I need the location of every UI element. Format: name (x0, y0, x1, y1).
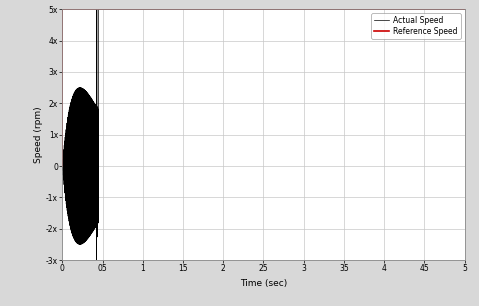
Actual Speed (68, 154, 73, 157)
Y-axis label: Speed (rpm): Speed (rpm) (34, 106, 43, 163)
Actual Speed (87, 233, 93, 237)
Line: Actual Speed: Actual Speed (62, 0, 465, 281)
Actual Speed (84, 93, 90, 97)
Legend: Actual Speed, Reference Speed: Actual Speed, Reference Speed (371, 13, 461, 39)
Actual Speed (94, 279, 100, 282)
Reference Speed (59, 7, 65, 11)
Line: Reference Speed: Reference Speed (62, 9, 465, 166)
Actual Speed (92, 104, 98, 108)
Actual Speed (90, 107, 95, 110)
Reference Speed (462, 7, 468, 11)
Actual Speed (59, 164, 65, 168)
Reference Speed (59, 164, 65, 168)
Actual Speed (462, 7, 468, 11)
X-axis label: Time (sec): Time (sec) (240, 279, 287, 288)
Actual Speed (399, 7, 405, 11)
